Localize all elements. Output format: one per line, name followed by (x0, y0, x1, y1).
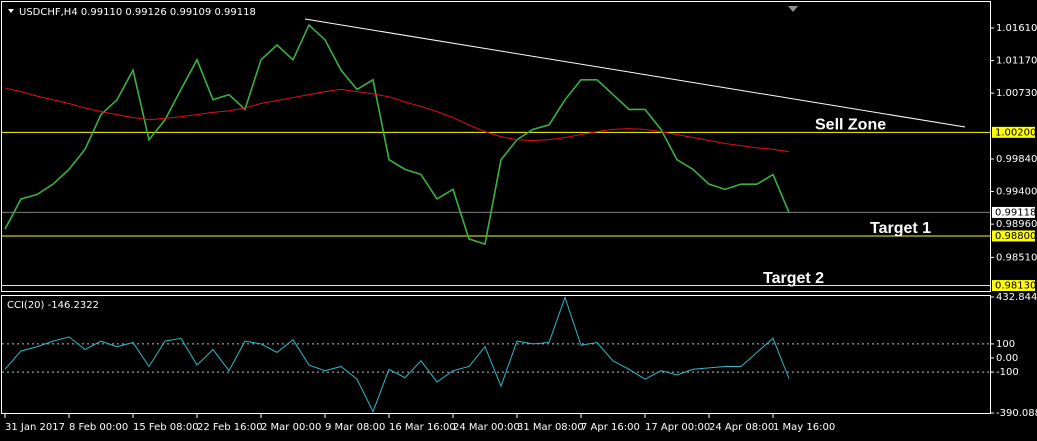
level-label: 0.99118 (995, 207, 1036, 218)
level-name: Target 2 (763, 270, 824, 287)
y-tick-label: 100 (996, 339, 1015, 350)
price-title: USDCHF,H4 0.99110 0.99126 0.99109 0.9911… (19, 7, 256, 18)
shift-marker (788, 6, 798, 12)
level-label-box (992, 206, 1035, 218)
level-name: Sell Zone (815, 117, 886, 134)
y-tick-label: 0.99400 (996, 187, 1037, 198)
x-tick-label: 7 Apr 16:00 (581, 422, 640, 433)
x-tick-label: 24 Apr 08:00 (709, 422, 774, 433)
level-label: 0.98800 (995, 231, 1036, 242)
series-line (4, 87, 790, 153)
y-tick-label: 1.00730 (996, 88, 1037, 99)
y-tick-label: -100 (996, 367, 1019, 378)
x-tick-label: 9 Mar 08:00 (325, 422, 385, 433)
level-label: 1.00200 (995, 127, 1036, 138)
level-label-box (992, 230, 1035, 242)
x-tick-label: 2 Mar 00:00 (261, 422, 321, 433)
y-tick-label: 0.99840 (996, 154, 1037, 165)
cci-title: CCI(20) -146.2322 (7, 300, 99, 311)
y-tick-label: 1.01610 (996, 23, 1037, 34)
level-label: 0.98130 (995, 281, 1036, 292)
series-line (4, 295, 790, 413)
cci-panel (1, 295, 991, 414)
level-name: Target 1 (870, 220, 931, 237)
series-line (4, 23, 790, 246)
x-tick-label: 31 Jan 2017 (5, 422, 65, 433)
x-tick-label: 17 Apr 00:00 (645, 422, 710, 433)
y-tick-label: 0.00 (996, 353, 1018, 364)
y-tick-label: 0.98960 (996, 219, 1037, 230)
y-tick-label: 1.01170 (996, 56, 1037, 67)
y-tick-label: 0.98510 (996, 252, 1037, 263)
x-tick-label: 16 Mar 16:00 (389, 422, 456, 433)
x-tick-label: 1 May 16:00 (773, 422, 835, 433)
x-tick-label: 24 Mar 00:00 (453, 422, 520, 433)
x-tick-label: 15 Feb 08:00 (133, 422, 199, 433)
x-tick-label: 22 Feb 16:00 (197, 422, 263, 433)
price-panel (1, 1, 991, 292)
level-label-box (992, 126, 1035, 138)
x-tick-label: 8 Feb 00:00 (69, 422, 128, 433)
level-label-box (992, 280, 1035, 292)
y-tick-label: -390.0885 (996, 408, 1037, 419)
trend-line (304, 18, 966, 128)
menu-triangle (8, 9, 14, 13)
x-tick-label: 31 Mar 08:00 (517, 422, 584, 433)
